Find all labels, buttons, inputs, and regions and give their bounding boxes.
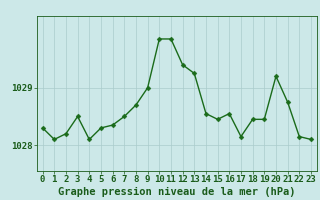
X-axis label: Graphe pression niveau de la mer (hPa): Graphe pression niveau de la mer (hPa) xyxy=(58,187,296,197)
